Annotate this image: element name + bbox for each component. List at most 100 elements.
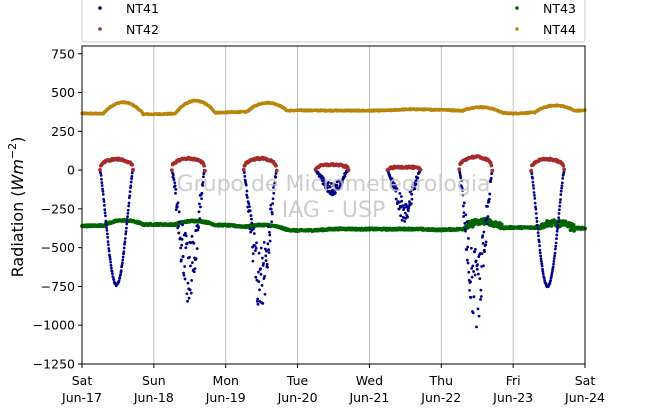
NT41-point xyxy=(461,204,465,208)
NT41-point xyxy=(410,197,414,201)
NT41-point xyxy=(190,278,194,282)
NT41-point xyxy=(100,181,104,185)
legend-label: NT42 xyxy=(126,22,159,37)
NT41-point xyxy=(482,230,486,234)
legend-marker xyxy=(98,6,102,10)
NT41-point xyxy=(476,307,480,311)
NT41-point xyxy=(193,267,197,270)
NT43-point xyxy=(499,222,504,227)
x-tick-label-date: Jun-17 xyxy=(61,390,102,405)
NT41-point xyxy=(473,250,477,254)
NT41-point xyxy=(185,292,189,296)
NT41-point xyxy=(554,244,558,248)
NT41-point xyxy=(394,184,397,188)
NT41-point xyxy=(127,204,131,208)
NT41-point xyxy=(190,234,194,238)
NT41-point xyxy=(129,184,133,188)
NT41-point xyxy=(463,221,467,225)
NT41-point xyxy=(99,174,103,177)
NT41-point xyxy=(104,219,108,223)
NT42-point xyxy=(561,163,566,168)
series-NT42 xyxy=(98,154,567,173)
NT41-point xyxy=(127,201,131,205)
NT41-point xyxy=(271,197,275,201)
NT41-point xyxy=(200,197,203,201)
NT41-point xyxy=(469,246,473,250)
NT41-point xyxy=(541,267,544,271)
NT41-point xyxy=(550,271,554,275)
NT41-point xyxy=(102,197,106,201)
NT41-point xyxy=(532,186,536,190)
NT41-point xyxy=(468,289,471,292)
NT41-point xyxy=(534,212,538,215)
legend-label: NT43 xyxy=(543,1,576,16)
NT41-point xyxy=(187,296,191,300)
NT41-point xyxy=(474,259,478,263)
NT41-point xyxy=(197,210,201,214)
y-tick-label: −1000 xyxy=(33,318,75,333)
NT41-point xyxy=(245,196,249,199)
NT41-point xyxy=(104,214,107,218)
NT41-point xyxy=(244,183,248,187)
NT41-point xyxy=(400,199,404,203)
NT41-point xyxy=(261,302,265,305)
NT41-point xyxy=(532,191,536,194)
x-tick-label-date: Jun-19 xyxy=(205,390,246,405)
NT41-point xyxy=(100,177,103,181)
NT41-point xyxy=(399,214,403,218)
NT41-point xyxy=(173,181,177,185)
NT41-point xyxy=(486,205,489,208)
NT41-point xyxy=(333,189,337,192)
NT41-point xyxy=(184,246,188,250)
NT41-point xyxy=(559,193,563,196)
NT41-point xyxy=(123,240,127,244)
y-tick-label: −750 xyxy=(41,279,75,294)
NT41-point xyxy=(269,207,273,211)
NT41-point xyxy=(475,267,479,271)
x-tick-label-date: Jun-20 xyxy=(277,390,318,405)
NT41-point xyxy=(255,299,259,303)
y-tick-label: 250 xyxy=(51,124,75,139)
NT41-point xyxy=(481,234,485,238)
NT41-point xyxy=(106,240,110,243)
NT41-point xyxy=(558,204,562,208)
NT42-point xyxy=(169,168,174,173)
NT41-point xyxy=(112,278,116,282)
NT41-point xyxy=(106,235,110,239)
NT42-point xyxy=(274,168,279,173)
NT41-point xyxy=(177,210,181,214)
NT41-point xyxy=(466,261,470,265)
NT41-point xyxy=(400,218,404,222)
NT42-point xyxy=(202,168,207,173)
x-tick-label-day: Sun xyxy=(142,373,166,388)
NT41-point xyxy=(482,264,485,268)
y-tick-label: 0 xyxy=(67,163,75,178)
NT41-point xyxy=(119,273,122,277)
NT41-point xyxy=(183,277,187,281)
NT41-point xyxy=(490,172,493,176)
NT41-point xyxy=(326,181,330,184)
x-tick-label-day: Fri xyxy=(506,373,521,388)
NT42-point xyxy=(346,168,351,172)
NT41-point xyxy=(269,203,273,207)
NT41-point xyxy=(123,236,127,240)
NT41-point xyxy=(256,270,260,274)
NT41-point xyxy=(539,259,543,263)
NT41-point xyxy=(458,172,462,176)
axes: −1250 −1000 −750 −500 −250 0 250 500 750 Sat Jun-1… xyxy=(6,45,605,405)
NT41-point xyxy=(109,263,113,267)
NT41-point xyxy=(270,212,274,216)
NT41-point xyxy=(466,245,470,249)
NT41-point xyxy=(108,257,112,261)
NT41-point xyxy=(121,258,125,262)
NT41-point xyxy=(272,186,275,189)
NT41-point xyxy=(398,200,401,204)
NT41-point xyxy=(406,215,409,219)
NT41-point xyxy=(394,189,398,193)
NT41-point xyxy=(464,229,467,233)
NT41-point xyxy=(340,181,344,184)
NT41-point xyxy=(343,174,347,178)
legend-label: NT41 xyxy=(126,1,159,16)
NT41-point xyxy=(105,226,108,230)
